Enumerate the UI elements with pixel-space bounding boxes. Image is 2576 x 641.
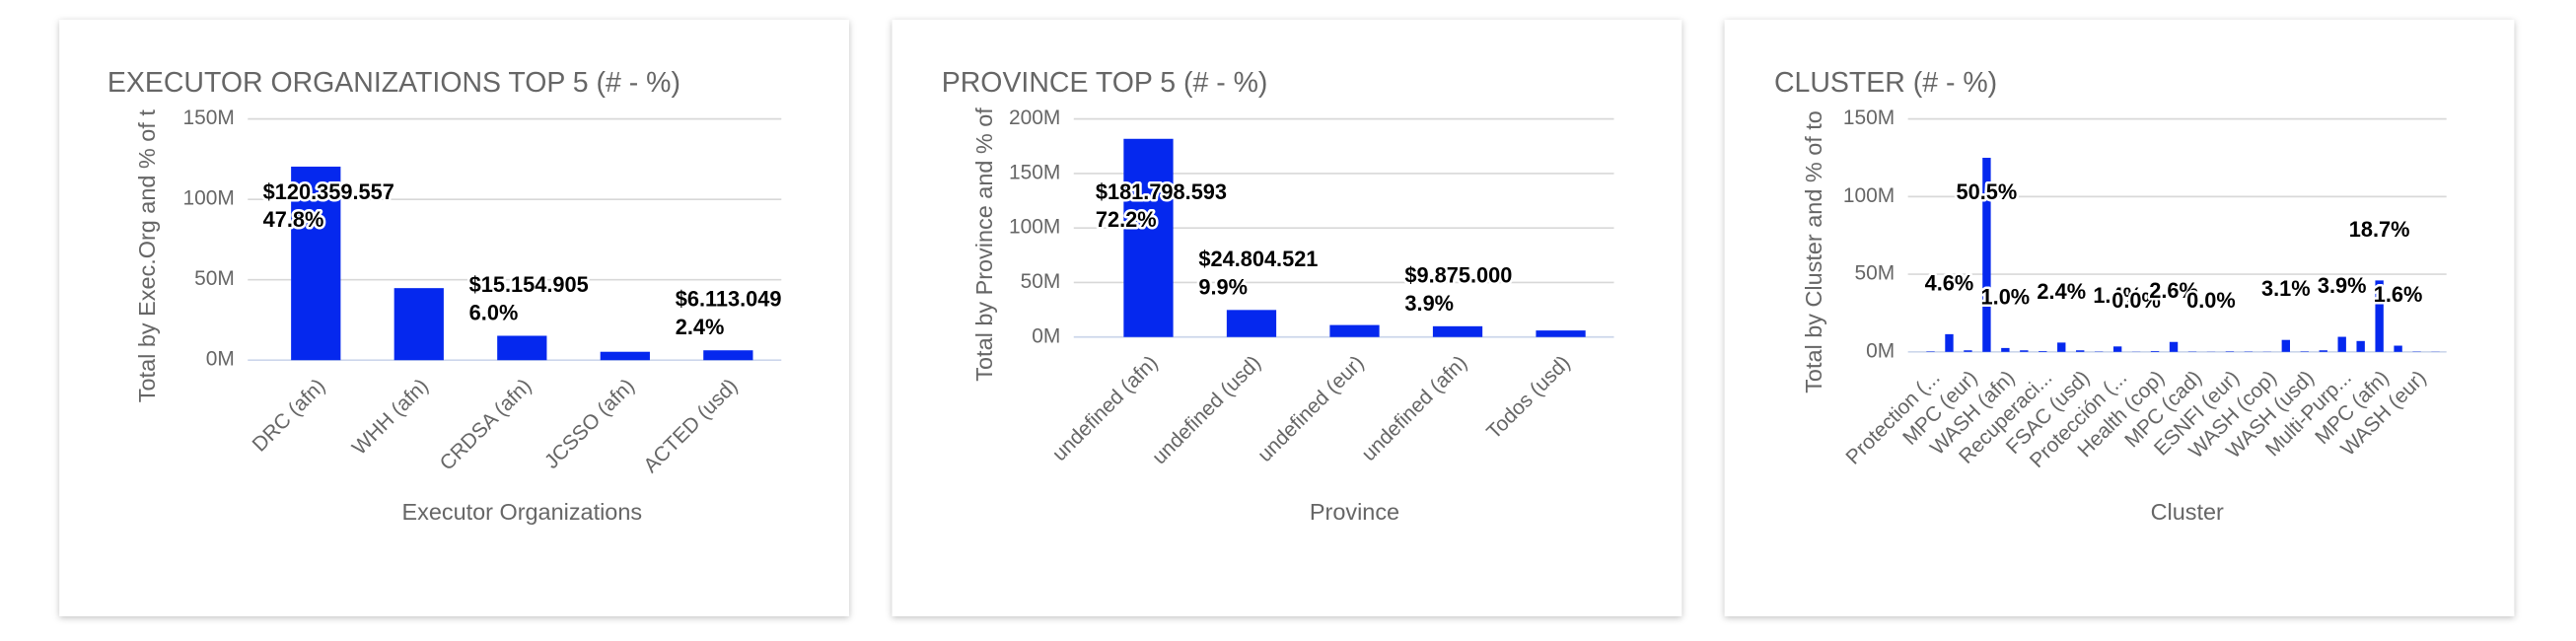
bar — [2001, 347, 2010, 352]
data-label: $181.798.593 — [1096, 179, 1227, 204]
data-label: $6.113.049 — [676, 287, 782, 312]
y-tick-label: 200M — [1009, 107, 1060, 129]
bar — [2375, 280, 2384, 352]
bar — [1964, 350, 1972, 352]
data-label: $15.154.905 — [469, 272, 589, 297]
bar — [2020, 350, 2029, 352]
y-tick-label: 50M — [1855, 262, 1896, 285]
data-label: 3.9% — [2318, 273, 2367, 298]
data-label: $120.359.557 — [263, 179, 394, 204]
data-label: 47.8% — [263, 207, 324, 232]
data-label: 72.2% — [1096, 207, 1157, 232]
y-tick-label: 100M — [1009, 216, 1060, 239]
chart-title: CLUSTER (# - %) — [1774, 67, 1997, 99]
bar — [2337, 336, 2346, 352]
y-tick-label: 0M — [1866, 339, 1895, 362]
data-label: 1.4% — [2093, 283, 2142, 308]
x-axis-title: Province — [1310, 499, 1399, 525]
data-label: 0.0% — [2111, 288, 2161, 313]
bar — [1123, 138, 1174, 337]
bar — [1982, 158, 1991, 352]
y-axis-title: Total by Exec.Org and % of t — [134, 109, 160, 403]
y-tick-label: 50M — [194, 267, 235, 290]
data-label: 2.4% — [676, 315, 725, 339]
data-label: 1.6% — [2374, 282, 2423, 307]
data-label: 18.7% — [2349, 217, 2410, 242]
data-label: 2.6% — [2149, 278, 2198, 303]
bar — [2356, 340, 2365, 352]
data-label: 2.4% — [2037, 279, 2086, 304]
x-axis-title: Executor Organizations — [401, 499, 642, 525]
data-label: $9.875.000 — [1404, 262, 1512, 287]
x-axis-title: Cluster — [2151, 499, 2224, 525]
bar — [1329, 324, 1380, 337]
data-label: $24.804.521 — [1198, 247, 1318, 271]
bar — [1432, 325, 1483, 337]
bar — [2039, 351, 2047, 352]
bar — [703, 350, 753, 361]
bar — [2281, 339, 2291, 352]
bar — [2169, 341, 2179, 352]
y-tick-label: 100M — [183, 187, 235, 210]
y-tick-label: 0M — [1032, 324, 1060, 347]
bar — [497, 335, 547, 361]
bar — [291, 166, 341, 361]
y-axis-title: Total by Cluster and % of to — [1801, 110, 1826, 393]
data-label: 0.0% — [2186, 288, 2236, 313]
data-label: 3.9% — [1404, 291, 1454, 316]
bar — [2319, 350, 2327, 352]
chart-title: EXECUTOR ORGANIZATIONS TOP 5 (# - %) — [107, 67, 680, 99]
y-tick-label: 0M — [206, 348, 235, 371]
data-label: 3.1% — [2261, 276, 2311, 301]
y-tick-label: 50M — [1021, 270, 1061, 293]
bar — [1226, 310, 1277, 337]
data-label: 1.0% — [1981, 284, 2031, 309]
bar — [394, 288, 444, 361]
y-tick-label: 150M — [183, 107, 235, 129]
chart-title: PROVINCE TOP 5 (# - %) — [942, 67, 1268, 99]
data-label: 50.5% — [1957, 179, 2018, 204]
bar — [1945, 333, 1954, 352]
bar — [2112, 346, 2122, 352]
y-axis-title: Total by Province and % of — [971, 107, 997, 382]
bar — [2394, 345, 2402, 352]
bar — [2150, 351, 2160, 352]
card — [59, 20, 849, 616]
y-tick-label: 150M — [1843, 107, 1895, 129]
y-tick-label: 100M — [1843, 184, 1895, 207]
bar — [2076, 350, 2085, 352]
bar — [1536, 330, 1586, 337]
bar — [2057, 342, 2066, 352]
data-label: 6.0% — [469, 300, 519, 324]
y-tick-label: 150M — [1009, 161, 1060, 183]
bar — [600, 351, 650, 361]
data-label: 4.6% — [1925, 270, 1974, 295]
data-label: 9.9% — [1198, 274, 1248, 299]
